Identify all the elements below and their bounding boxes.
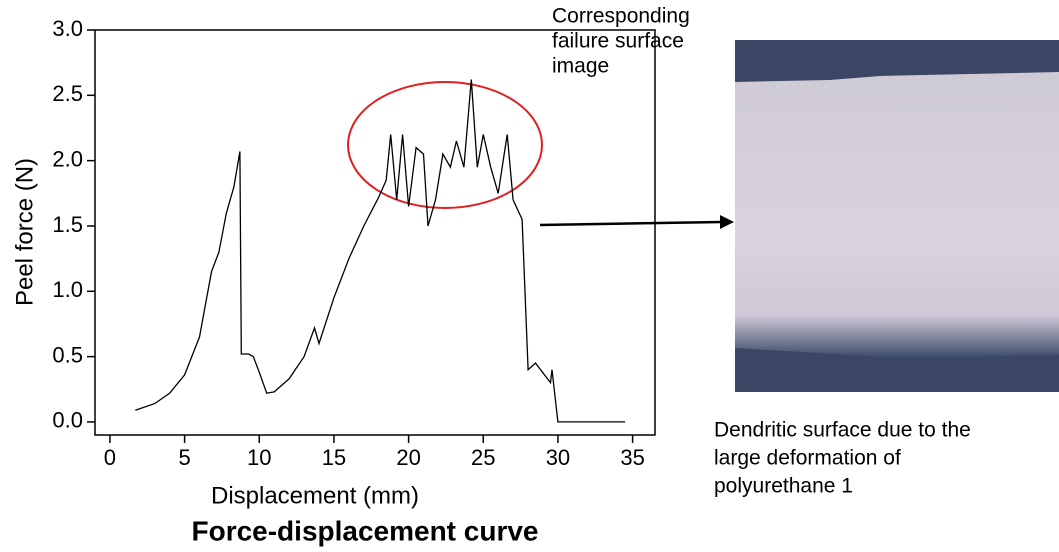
arrow-head <box>720 215 734 229</box>
image-caption: Dendritic surface due to the <box>714 419 971 442</box>
y-tick-label: 0.5 <box>52 342 83 367</box>
x-tick-label: 35 <box>620 445 644 470</box>
x-tick-label: 5 <box>178 445 190 470</box>
data-line <box>135 79 626 423</box>
y-tick-label: 1.0 <box>52 277 83 302</box>
chart-title: Force-displacement curve <box>191 515 538 546</box>
x-tick-label: 15 <box>322 445 346 470</box>
x-axis-label: Displacement (mm) <box>211 482 419 509</box>
y-axis-label: Peel force (N) <box>11 158 38 306</box>
arrow-line <box>539 220 723 227</box>
y-tick-label: 0.0 <box>52 408 83 433</box>
annotation: image <box>552 55 609 78</box>
photo-sample <box>735 72 1059 358</box>
y-tick-label: 1.5 <box>52 212 83 237</box>
x-tick-label: 25 <box>471 445 495 470</box>
y-tick-label: 2.0 <box>52 146 83 171</box>
annotation: Corresponding <box>552 5 690 28</box>
annotation: failure surface <box>552 30 684 53</box>
y-tick-label: 3.0 <box>52 16 83 41</box>
image-caption: polyurethane 1 <box>714 475 853 498</box>
plot-frame <box>94 29 656 436</box>
y-tick-label: 2.5 <box>52 81 83 106</box>
highlight-ellipse <box>347 81 543 209</box>
x-tick-label: 20 <box>396 445 420 470</box>
x-tick-label: 30 <box>546 445 570 470</box>
image-caption: large deformation of <box>714 447 901 470</box>
x-tick-label: 10 <box>247 445 271 470</box>
x-tick-label: 0 <box>104 445 116 470</box>
